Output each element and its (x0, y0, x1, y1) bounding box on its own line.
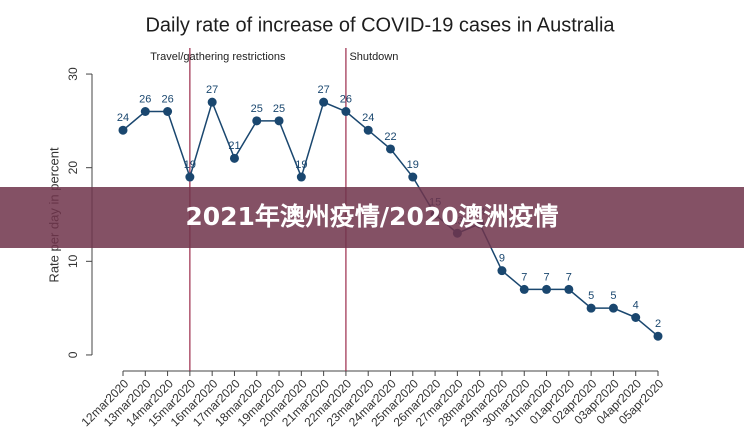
data-point (497, 266, 507, 276)
data-label: 5 (588, 290, 594, 302)
data-point (542, 284, 552, 294)
y-tick-label: 30 (66, 67, 80, 81)
data-label: 25 (251, 103, 263, 115)
data-label: 19 (184, 159, 196, 171)
data-label: 25 (273, 103, 285, 115)
data-label: 9 (499, 253, 505, 265)
data-point (229, 153, 239, 163)
data-label: 5 (610, 290, 616, 302)
event-label: Shutdown (349, 51, 398, 63)
data-label: 26 (340, 93, 352, 105)
data-point (118, 125, 128, 135)
data-point (386, 144, 395, 154)
data-point (296, 172, 306, 182)
data-point (408, 172, 418, 182)
data-label: 7 (566, 271, 572, 283)
data-label: 24 (117, 112, 129, 124)
data-point (140, 107, 150, 116)
event-label: Travel/gathering restrictions (150, 51, 286, 63)
banner (0, 187, 744, 248)
data-point (185, 172, 195, 182)
y-tick-label: 10 (66, 254, 80, 268)
data-label: 7 (543, 271, 549, 283)
data-point (207, 97, 217, 107)
data-point (564, 284, 574, 294)
data-label: 27 (206, 84, 218, 96)
data-label: 27 (318, 84, 330, 96)
data-point (319, 97, 329, 107)
y-tick-label: 20 (66, 161, 80, 175)
data-label: 19 (295, 159, 307, 171)
data-label: 7 (521, 271, 527, 283)
banner-text: 2021年澳州疫情/2020澳洲疫情 (185, 202, 558, 231)
data-label: 2 (655, 318, 661, 330)
data-point (586, 303, 596, 313)
data-point (519, 284, 529, 294)
y-tick-label: 0 (66, 351, 80, 358)
chart-title: Daily rate of increase of COVID-19 cases… (145, 14, 615, 36)
data-point (608, 303, 618, 313)
data-label: 4 (633, 299, 639, 311)
data-point (631, 313, 641, 322)
data-label: 26 (139, 93, 151, 105)
data-point (363, 125, 373, 135)
data-point (163, 107, 173, 116)
data-label: 24 (362, 112, 374, 124)
data-point (274, 116, 284, 126)
data-label: 19 (407, 159, 419, 171)
data-point (341, 107, 351, 116)
data-label: 21 (228, 140, 240, 152)
data-point (252, 116, 262, 126)
data-label: 26 (161, 93, 173, 105)
data-point (653, 331, 663, 341)
data-label: 22 (384, 131, 396, 143)
